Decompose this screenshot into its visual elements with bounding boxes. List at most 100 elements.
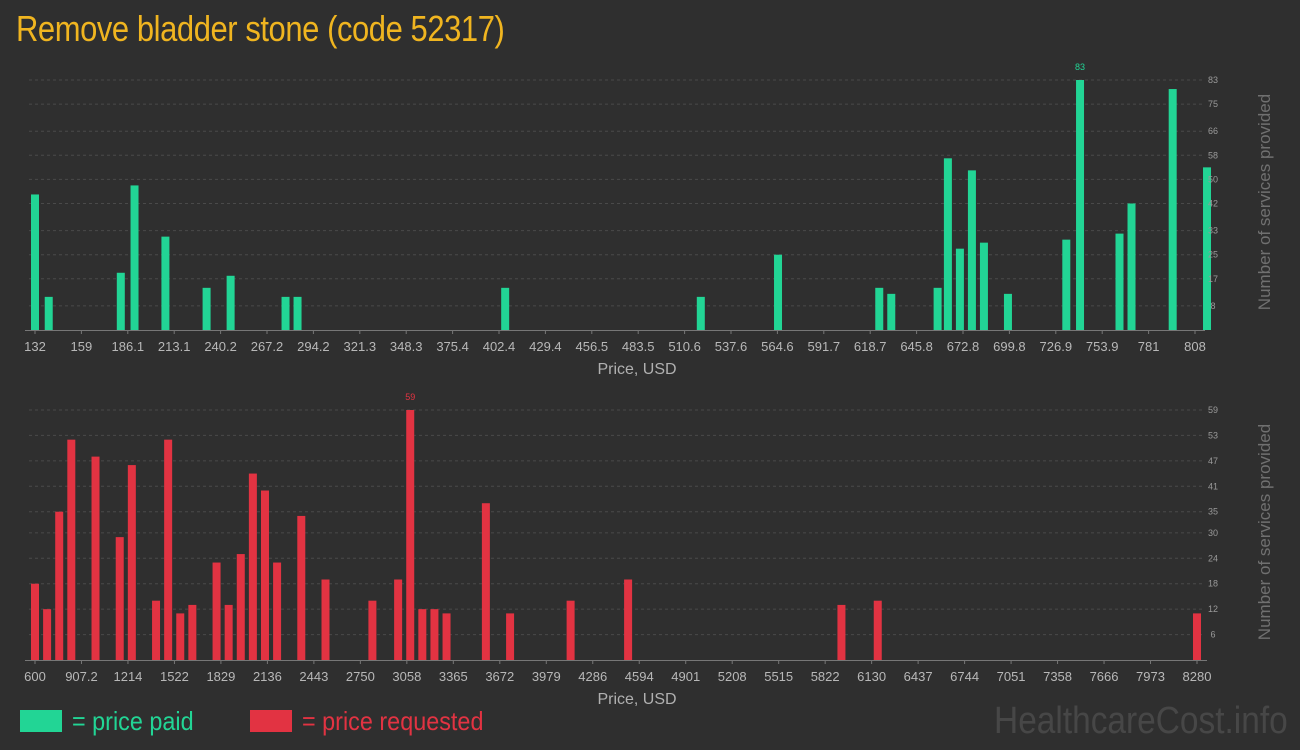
bar <box>774 254 783 330</box>
legend-label-paid: = price paid <box>72 705 194 736</box>
y-tick-label: 42 <box>1208 198 1218 208</box>
x-tick-label: 6744 <box>950 669 979 684</box>
y-tick-label: 41 <box>1208 481 1218 491</box>
x-tick-label: 564.6 <box>761 339 794 354</box>
bar <box>1076 80 1085 330</box>
bar <box>161 236 170 330</box>
x-tick-label: 240.2 <box>204 339 237 354</box>
bar <box>368 600 377 660</box>
bar <box>1168 89 1177 330</box>
x-tick-label: 375.4 <box>436 339 469 354</box>
x-tick-label: 213.1 <box>158 339 191 354</box>
x-tick-label: 294.2 <box>297 339 330 354</box>
x-tick-label: 2136 <box>253 669 282 684</box>
bar <box>394 579 403 660</box>
bar <box>418 609 427 660</box>
bar <box>933 287 942 330</box>
x-tick-label: 348.3 <box>390 339 423 354</box>
bar <box>212 562 221 660</box>
bar <box>873 600 882 660</box>
x-tick-label: 186.1 <box>112 339 145 354</box>
x-tick-label: 907.2 <box>65 669 98 684</box>
y-tick-label: 47 <box>1208 456 1218 466</box>
x-tick-label: 159 <box>71 339 93 354</box>
y-tick-label: 53 <box>1208 430 1218 440</box>
x-tick-label: 267.2 <box>251 339 284 354</box>
bar <box>91 456 100 660</box>
bar <box>297 515 306 660</box>
bar <box>236 554 245 660</box>
x-tick-label: 1522 <box>160 669 189 684</box>
bar <box>321 579 330 660</box>
bar <box>624 579 633 660</box>
bar <box>837 604 846 660</box>
x-tick-label: 321.3 <box>344 339 377 354</box>
bar <box>202 287 211 330</box>
x-tick-label: 6130 <box>857 669 886 684</box>
bar <box>43 609 52 660</box>
paid-x-axis-label: Price, USD <box>597 361 676 378</box>
y-tick-label: 35 <box>1208 507 1218 517</box>
bar <box>188 604 197 660</box>
x-tick-label: 456.5 <box>576 339 609 354</box>
bar <box>44 296 53 330</box>
bar <box>224 604 233 660</box>
paid-y-axis-label: Number of services provided <box>1255 94 1274 310</box>
y-tick-label: 58 <box>1208 150 1218 160</box>
y-tick-label: 12 <box>1208 604 1218 614</box>
price-requested-chart: 59 600 907.2 1214 1522 1829 2136 2443 2750 3058 3… <box>24 392 1274 708</box>
x-tick-label: 600 <box>24 669 46 684</box>
bar <box>887 293 896 330</box>
peak-value-label: 83 <box>1075 62 1085 72</box>
legend-item-paid: = price paid <box>20 705 207 737</box>
x-tick-label: 5208 <box>718 669 747 684</box>
bar <box>501 287 510 330</box>
x-tick-label: 753.9 <box>1086 339 1119 354</box>
x-tick-label: 510.6 <box>668 339 701 354</box>
requested-x-axis-label: Price, USD <box>597 691 676 708</box>
bar <box>481 503 490 660</box>
bar <box>506 613 515 660</box>
x-tick-label: 5515 <box>764 669 793 684</box>
y-tick-label: 17 <box>1208 274 1218 284</box>
y-tick-label: 83 <box>1208 75 1218 85</box>
x-tick-label: 429.4 <box>529 339 562 354</box>
bar <box>566 600 575 660</box>
bar <box>979 242 988 330</box>
bar <box>273 562 282 660</box>
x-tick-label: 7358 <box>1043 669 1072 684</box>
x-tick-label: 3058 <box>392 669 421 684</box>
y-tick-label: 75 <box>1208 99 1218 109</box>
legend-label-requested: = price requested <box>302 705 484 736</box>
x-tick-label: 6437 <box>904 669 933 684</box>
x-tick-label: 618.7 <box>854 339 887 354</box>
legend-item-requested: = price requested <box>250 705 504 737</box>
x-tick-label: 132 <box>24 339 46 354</box>
peak-value-label: 59 <box>405 392 415 402</box>
x-tick-label: 4286 <box>578 669 607 684</box>
x-tick-label: 4901 <box>671 669 700 684</box>
x-tick-label: 2750 <box>346 669 375 684</box>
bar <box>127 465 136 660</box>
x-tick-label: 808 <box>1184 339 1206 354</box>
x-tick-label: 7051 <box>997 669 1026 684</box>
bar <box>115 537 124 660</box>
price-paid-chart: 83 132 159 186.1 213.1 240.2 267.2 294.2 321.3 3… <box>24 62 1274 378</box>
y-tick-label: 24 <box>1208 553 1218 563</box>
bar <box>31 194 39 330</box>
bar <box>406 410 415 660</box>
requested-swatch-icon <box>250 710 292 732</box>
bar <box>67 439 76 660</box>
x-tick-label: 5822 <box>811 669 840 684</box>
bar <box>967 170 976 330</box>
bar <box>1003 293 1012 330</box>
bar <box>226 275 235 330</box>
x-tick-label: 7666 <box>1090 669 1119 684</box>
y-tick-label: 18 <box>1208 579 1218 589</box>
y-tick-label: 66 <box>1208 126 1218 136</box>
x-tick-label: 726.9 <box>1040 339 1073 354</box>
x-tick-label: 3672 <box>485 669 514 684</box>
bar <box>875 287 884 330</box>
page-title: Remove bladder stone (code 52317) <box>16 8 505 49</box>
x-tick-label: 591.7 <box>808 339 841 354</box>
